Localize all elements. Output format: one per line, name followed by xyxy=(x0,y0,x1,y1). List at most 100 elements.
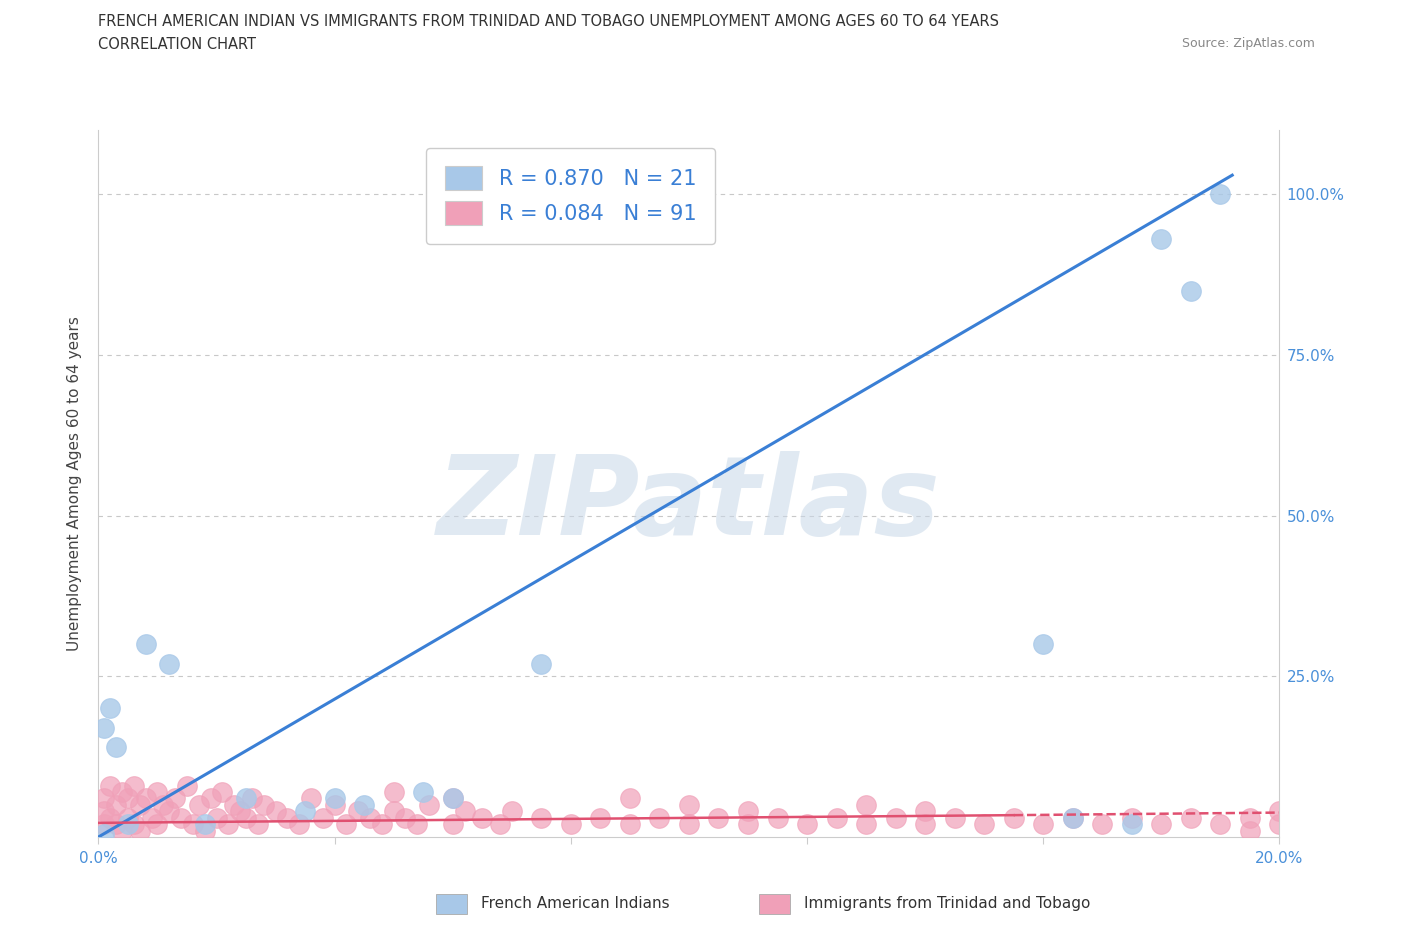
Point xyxy=(589,810,612,825)
Point xyxy=(1180,284,1202,299)
Point xyxy=(299,791,322,806)
Point xyxy=(347,804,370,818)
Point xyxy=(170,810,193,825)
Point xyxy=(98,778,121,793)
Point xyxy=(737,804,759,818)
Point xyxy=(530,656,553,671)
Point xyxy=(371,817,394,831)
Point xyxy=(678,817,700,831)
Point xyxy=(146,817,169,831)
Text: Source: ZipAtlas.com: Source: ZipAtlas.com xyxy=(1181,37,1315,50)
Point xyxy=(1091,817,1114,831)
Point xyxy=(117,810,139,825)
Point xyxy=(382,785,405,800)
Point xyxy=(441,791,464,806)
Point xyxy=(246,817,269,831)
Point xyxy=(1150,232,1173,246)
Point xyxy=(105,739,128,754)
Point xyxy=(453,804,475,818)
Point xyxy=(187,797,209,812)
Point xyxy=(1268,817,1291,831)
Point xyxy=(93,827,115,842)
Point xyxy=(211,785,233,800)
Point xyxy=(796,817,818,831)
Point xyxy=(855,797,877,812)
Point xyxy=(135,637,157,652)
Point xyxy=(707,810,730,825)
Point xyxy=(141,810,163,825)
Point xyxy=(176,778,198,793)
Point xyxy=(217,817,239,831)
Point xyxy=(128,823,150,838)
Point xyxy=(678,797,700,812)
Point xyxy=(1121,810,1143,825)
Point xyxy=(235,791,257,806)
Point xyxy=(1268,804,1291,818)
Point xyxy=(264,804,287,818)
Point xyxy=(93,817,115,831)
Point xyxy=(418,797,440,812)
Point xyxy=(914,804,936,818)
Point xyxy=(884,810,907,825)
Text: French American Indians: French American Indians xyxy=(481,897,669,911)
Point xyxy=(619,791,641,806)
Point xyxy=(294,804,316,818)
Point xyxy=(1032,817,1054,831)
Point xyxy=(122,778,145,793)
Point xyxy=(1002,810,1025,825)
Text: CORRELATION CHART: CORRELATION CHART xyxy=(98,37,256,52)
Point xyxy=(914,817,936,831)
Point xyxy=(1209,817,1232,831)
Point xyxy=(229,804,252,818)
Point xyxy=(157,656,180,671)
Point xyxy=(111,823,134,838)
Point xyxy=(1150,817,1173,831)
Point xyxy=(194,817,217,831)
Point xyxy=(441,791,464,806)
Point xyxy=(146,785,169,800)
Point xyxy=(122,817,145,831)
Point xyxy=(973,817,995,831)
Point xyxy=(194,823,217,838)
Text: ZIPatlas: ZIPatlas xyxy=(437,451,941,558)
Point xyxy=(501,804,523,818)
Point xyxy=(276,810,298,825)
Point xyxy=(128,797,150,812)
Point xyxy=(412,785,434,800)
Point xyxy=(441,817,464,831)
Point xyxy=(335,817,357,831)
Point xyxy=(1209,187,1232,202)
Point xyxy=(181,817,204,831)
Text: Immigrants from Trinidad and Tobago: Immigrants from Trinidad and Tobago xyxy=(804,897,1091,911)
Point xyxy=(943,810,966,825)
Point xyxy=(200,791,222,806)
Legend: R = 0.870   N = 21, R = 0.084   N = 91: R = 0.870 N = 21, R = 0.084 N = 91 xyxy=(426,148,716,244)
Point xyxy=(93,791,115,806)
Point xyxy=(406,817,429,831)
Point xyxy=(105,797,128,812)
Point xyxy=(825,810,848,825)
Point xyxy=(394,810,416,825)
Point xyxy=(855,817,877,831)
Point xyxy=(157,804,180,818)
Y-axis label: Unemployment Among Ages 60 to 64 years: Unemployment Among Ages 60 to 64 years xyxy=(67,316,83,651)
Point xyxy=(1180,810,1202,825)
Point xyxy=(205,810,228,825)
Point xyxy=(152,797,174,812)
Point xyxy=(323,797,346,812)
Point xyxy=(1062,810,1084,825)
Point xyxy=(353,797,375,812)
Point xyxy=(1239,810,1261,825)
Point xyxy=(288,817,311,831)
Point xyxy=(98,810,121,825)
Point xyxy=(135,791,157,806)
Point xyxy=(93,721,115,736)
Point xyxy=(235,810,257,825)
Point xyxy=(253,797,276,812)
Point xyxy=(1062,810,1084,825)
Point xyxy=(359,810,381,825)
Point xyxy=(240,791,263,806)
Point xyxy=(648,810,671,825)
Point xyxy=(165,791,187,806)
Point xyxy=(93,804,115,818)
